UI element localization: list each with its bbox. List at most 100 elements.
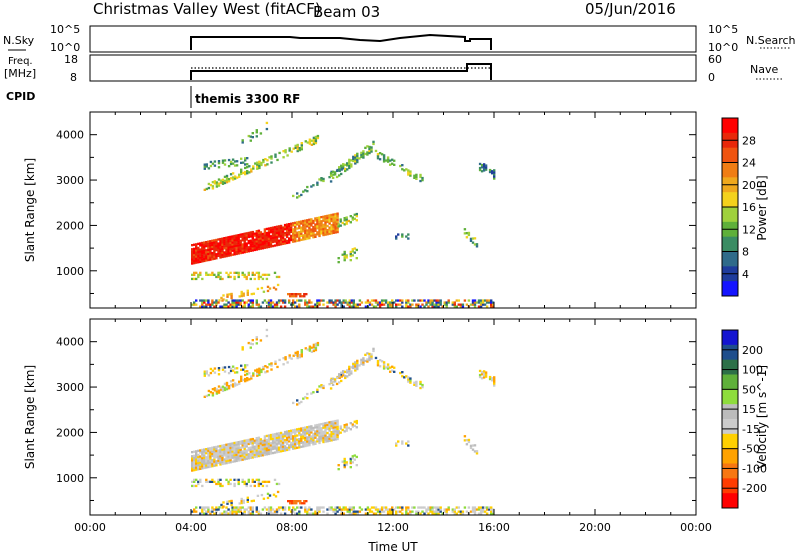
heatmap-cell [238, 295, 241, 298]
heatmap-cell [316, 134, 320, 138]
heatmap-cell [231, 369, 235, 372]
heatmap-cell [215, 482, 218, 486]
heatmap-cell [207, 393, 211, 397]
heatmap-cell [205, 460, 208, 463]
heatmap-cell [425, 303, 428, 306]
heatmap-cell [275, 229, 279, 232]
heatmap-cell [231, 158, 235, 161]
heatmap-cell [251, 271, 254, 274]
heatmap-cell [255, 453, 258, 456]
nsky-trace [190, 33, 492, 50]
heatmap-cell [395, 303, 398, 306]
heatmap-cell [241, 450, 244, 453]
heatmap-cell [338, 376, 341, 379]
heatmap-cell [493, 173, 496, 176]
y-tick-label: 1000 [56, 472, 84, 485]
heatmap-cell [223, 303, 226, 306]
heatmap-cell [242, 292, 245, 295]
heatmap-cell [191, 465, 194, 468]
heatmap-cell [235, 510, 238, 513]
heatmap-cell [331, 176, 335, 179]
heatmap-cell [413, 506, 416, 509]
heatmap-cell [201, 484, 204, 488]
heatmap-cell [209, 455, 212, 458]
heatmap-cell [223, 388, 227, 392]
heatmap-cell [211, 369, 215, 372]
heatmap-cell [237, 508, 240, 511]
heatmap-cell [370, 355, 373, 358]
nave-label: Nave [750, 63, 778, 76]
heatmap-cell [201, 245, 204, 249]
heatmap-cell [395, 237, 398, 240]
heatmap-cell [490, 508, 493, 511]
heatmap-cell [354, 367, 357, 370]
heatmap-cell [271, 439, 275, 442]
heatmap-cell [362, 150, 365, 153]
heatmap-cell [324, 434, 327, 437]
heatmap-cell [304, 227, 307, 230]
heatmap-cell [372, 506, 376, 509]
heatmap-cell [351, 423, 354, 426]
heatmap-cell [336, 303, 339, 306]
heatmap-cell [247, 239, 250, 243]
heatmap-cell [322, 177, 325, 181]
heatmap-cell [417, 303, 420, 306]
heatmap-cell [296, 442, 299, 445]
heatmap-cell [376, 155, 380, 158]
heatmap-cell [223, 245, 226, 248]
heatmap-cell [314, 225, 317, 228]
heatmap-cell [273, 447, 277, 450]
heatmap-cell [195, 466, 198, 469]
heatmap-cell [330, 506, 333, 509]
heatmap-cell [324, 225, 327, 228]
heatmap-cell [213, 367, 217, 370]
heatmap-cell [242, 294, 245, 297]
heatmap-cell [211, 185, 215, 188]
heatmap-cell [335, 382, 339, 386]
heatmap-cell [351, 216, 354, 219]
heatmap-cell [296, 430, 299, 433]
heatmap-cell [235, 508, 238, 511]
heatmap-cell [251, 305, 254, 308]
heatmap-cell [285, 241, 289, 245]
heatmap-cell [241, 249, 244, 252]
heatmap-cell [203, 448, 206, 451]
heatmap-cell [351, 218, 354, 221]
heatmap-cell [199, 465, 202, 468]
heatmap-cell [485, 512, 489, 515]
heatmap-cell [326, 305, 329, 308]
heatmap-cell [355, 464, 358, 467]
heatmap-cell [269, 226, 273, 230]
heatmap-cell [376, 153, 380, 156]
heatmap-cell [336, 212, 339, 215]
heatmap-cell [386, 158, 390, 161]
x-tick-label: 04:00 [175, 521, 207, 534]
heatmap-cell [405, 305, 408, 308]
heatmap-cell [277, 436, 281, 439]
heatmap-cell [283, 234, 287, 237]
heatmap-cell [205, 456, 208, 459]
heatmap-cell [249, 135, 252, 138]
heatmap-cell [289, 500, 292, 503]
heatmap-cell [314, 432, 317, 435]
heatmap-cell [283, 223, 287, 227]
heatmap-cell [354, 369, 357, 372]
heatmap-cell [257, 271, 261, 274]
heatmap-cell [292, 228, 295, 231]
heatmap-cell [395, 299, 398, 302]
heatmap-cell [334, 305, 337, 308]
heatmap-cell [345, 254, 348, 257]
heatmap-cell [302, 234, 305, 237]
heatmap-cell [304, 508, 307, 511]
heatmap-cell [393, 163, 396, 166]
heatmap-cell [255, 508, 258, 511]
heatmap-cell [222, 298, 225, 301]
heatmap-cell [322, 233, 325, 237]
heatmap-cell [298, 427, 301, 431]
heatmap-cell [471, 301, 475, 304]
heatmap-cell [193, 303, 196, 306]
heatmap-cell [275, 451, 279, 454]
heatmap-cell [260, 163, 263, 167]
heatmap-cell [334, 432, 337, 435]
